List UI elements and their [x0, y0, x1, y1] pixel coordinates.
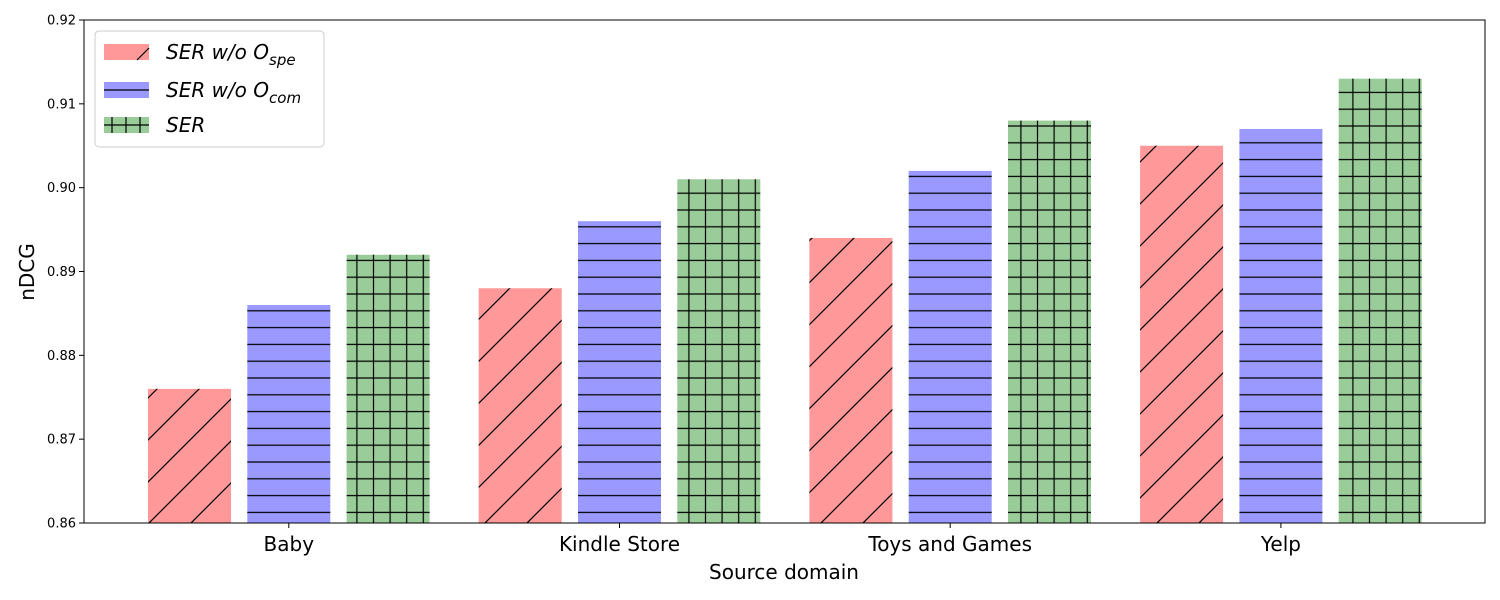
y-axis: 0.86 0.87 0.88 0.89 0.90 0.91 0.92: [47, 14, 84, 532]
legend-label: SER w/o Ocom: [166, 78, 301, 107]
bar-hatch: [1338, 78, 1422, 523]
y-tick-label: 0.88: [47, 349, 76, 364]
legend-label-subscript: spe: [269, 51, 296, 69]
y-tick-label: 0.90: [47, 181, 76, 196]
x-tick-label: Kindle Store: [559, 532, 680, 556]
y-tick-label: 0.91: [47, 97, 76, 112]
bars-layer: [148, 78, 1422, 524]
x-axis: Baby Kindle Store Toys and Games Yelp: [264, 523, 1301, 556]
legend-label-subscript: com: [269, 89, 301, 107]
bar-hatch: [247, 305, 331, 523]
legend-label-main: SER w/o O: [166, 40, 269, 64]
legend-label: SER w/o Ospe: [166, 40, 296, 69]
x-tick-label: Toys and Games: [867, 532, 1032, 556]
y-tick-label: 0.92: [47, 14, 76, 29]
legend-label-main: SER w/o O: [166, 78, 269, 102]
legend-label: SER: [166, 113, 205, 137]
bar-hatch: [908, 170, 992, 523]
legend-label-main: SER: [166, 113, 205, 137]
legend-box: [94, 30, 325, 148]
bar-hatch: [809, 237, 893, 523]
bar-hatch: [478, 288, 562, 523]
bar-hatch: [1239, 128, 1323, 523]
bar-hatch: [677, 179, 761, 524]
bar-hatch: [346, 254, 430, 523]
legend-hatch: [136, 47, 150, 61]
x-tick-label: Baby: [264, 532, 315, 556]
bar-hatch: [1140, 145, 1224, 523]
y-axis-label: nDCG: [15, 243, 39, 301]
bar-hatch: [1008, 120, 1091, 523]
y-tick-label: 0.89: [47, 265, 76, 280]
x-tick-label: Yelp: [1260, 532, 1301, 556]
bar-hatch: [578, 221, 661, 523]
y-tick-label: 0.86: [47, 517, 76, 532]
x-axis-label: Source domain: [709, 560, 859, 584]
bar-hatch: [148, 388, 231, 523]
legend-swatch: [104, 44, 149, 60]
y-tick-label: 0.87: [47, 433, 76, 448]
